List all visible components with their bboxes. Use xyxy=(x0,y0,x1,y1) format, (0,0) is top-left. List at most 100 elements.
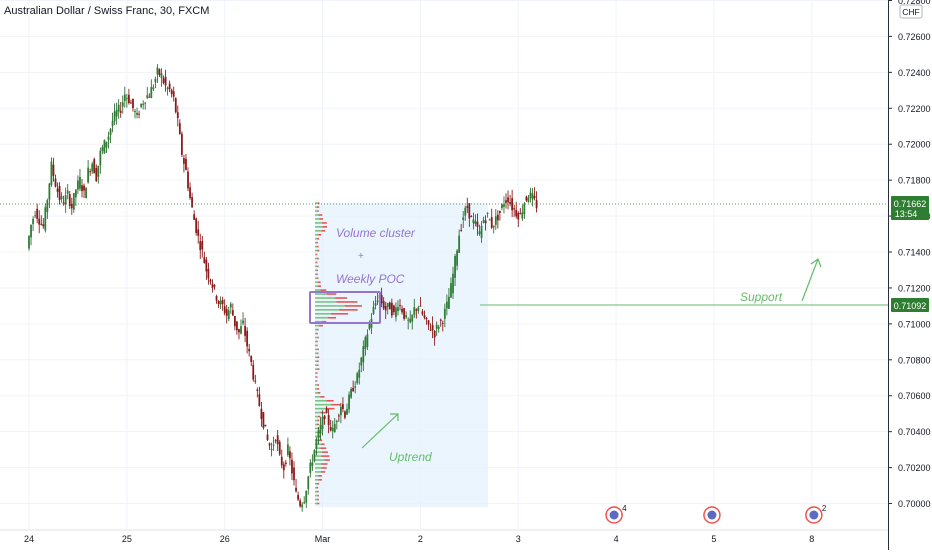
candle-body xyxy=(484,220,487,224)
volume-bar-down xyxy=(324,459,330,461)
volume-bar-up xyxy=(315,407,327,410)
volume-bar-down xyxy=(316,206,320,208)
currency-badge[interactable] xyxy=(899,4,923,19)
candle-body xyxy=(388,302,391,310)
candle-body xyxy=(132,98,134,109)
candle-body xyxy=(348,394,350,410)
candle-body xyxy=(397,307,399,311)
candle-body xyxy=(142,103,145,105)
volume-bar-up xyxy=(315,316,328,319)
volume-bar-up xyxy=(315,494,318,497)
date-price-range-box[interactable] xyxy=(315,203,488,507)
candle-body xyxy=(439,319,442,321)
candle-body xyxy=(521,212,524,219)
candle-body xyxy=(533,195,536,199)
candle-body xyxy=(32,218,34,225)
candle-body xyxy=(342,404,344,410)
price-tick-label: 0.71200 xyxy=(898,283,931,293)
volume-bar-down xyxy=(316,241,318,244)
candle-body xyxy=(456,250,458,266)
candle-body xyxy=(309,462,312,473)
volume-bar-down xyxy=(317,348,319,351)
candle-body xyxy=(166,87,169,90)
candle-body xyxy=(199,241,202,251)
candle-body xyxy=(501,204,503,209)
candle-body xyxy=(134,111,136,113)
volume-bar-down xyxy=(321,320,327,323)
candle-body xyxy=(248,348,251,352)
candle-body xyxy=(233,315,236,327)
volume-bar-up xyxy=(315,313,331,315)
volume-bar-up xyxy=(315,475,319,477)
volume-bar-down xyxy=(326,407,335,410)
volume-bar-down xyxy=(316,332,318,335)
candle-body xyxy=(56,188,59,192)
volume-bar-up xyxy=(315,459,325,461)
candle-body xyxy=(85,187,87,199)
candle-body xyxy=(295,487,297,492)
time-tick-label: 3 xyxy=(516,534,521,544)
candle-body xyxy=(130,102,132,104)
candle-body xyxy=(236,321,238,331)
time-tick-label: Mar xyxy=(315,534,331,544)
candle-body xyxy=(511,198,514,211)
volume-bar-down xyxy=(316,257,319,260)
candle-body xyxy=(211,283,214,288)
volume-bar-up xyxy=(315,479,319,481)
candle-body xyxy=(450,283,452,298)
volume-bar-up xyxy=(315,269,317,272)
candle-body xyxy=(433,330,436,338)
candle-body xyxy=(28,236,30,249)
weekly-poc-box[interactable] xyxy=(309,291,381,324)
candle-body xyxy=(101,147,104,151)
volume-bar-down xyxy=(331,403,341,406)
volume-bar-up xyxy=(315,210,318,212)
candle-body xyxy=(270,448,273,451)
volume-bar-up xyxy=(315,328,318,331)
candle-body xyxy=(185,158,187,170)
price-axis[interactable] xyxy=(888,0,932,550)
candle-body xyxy=(403,308,405,319)
volume-bar-up xyxy=(315,301,337,303)
volume-bar-down xyxy=(316,486,319,489)
candle-body xyxy=(480,225,483,238)
candle-body xyxy=(289,451,291,459)
volume-bar-up xyxy=(315,241,317,244)
volume-bar-up xyxy=(315,447,321,449)
candle-body xyxy=(293,467,295,481)
candle-body xyxy=(152,87,155,90)
volume-bar-up xyxy=(315,245,317,248)
candle-body xyxy=(140,103,143,107)
candle-body xyxy=(407,319,410,321)
candle-body xyxy=(325,408,328,413)
candle-body xyxy=(299,500,302,507)
volume-bar-up xyxy=(315,388,317,390)
volume-bar-down xyxy=(317,336,319,339)
volume-bar-up xyxy=(315,265,318,268)
candle-body xyxy=(519,213,522,215)
price-tick-label: 0.72600 xyxy=(898,32,931,42)
support-arrow[interactable] xyxy=(801,258,822,302)
volume-bar-up xyxy=(315,344,317,347)
volume-bar-up xyxy=(315,305,345,307)
volume-bar-up xyxy=(315,380,317,382)
candle-body xyxy=(468,203,471,219)
candle-body xyxy=(362,346,365,363)
price-tick-label: 0.72000 xyxy=(898,140,931,150)
volume-bar-down xyxy=(326,293,337,295)
volume-bar-up xyxy=(315,364,318,366)
volume-bar-down xyxy=(327,316,336,319)
candle-body xyxy=(274,440,277,442)
candle-body xyxy=(282,464,285,471)
price-tick-label: 0.71000 xyxy=(898,319,931,329)
candle-body xyxy=(421,311,424,315)
uptrend-arrow[interactable] xyxy=(361,413,399,449)
candle-body xyxy=(535,200,538,209)
candle-body xyxy=(352,387,355,392)
candle-body xyxy=(87,167,90,183)
volume-bar-up xyxy=(315,467,322,469)
volume-bar-up xyxy=(315,498,318,501)
candle-body xyxy=(470,216,473,218)
